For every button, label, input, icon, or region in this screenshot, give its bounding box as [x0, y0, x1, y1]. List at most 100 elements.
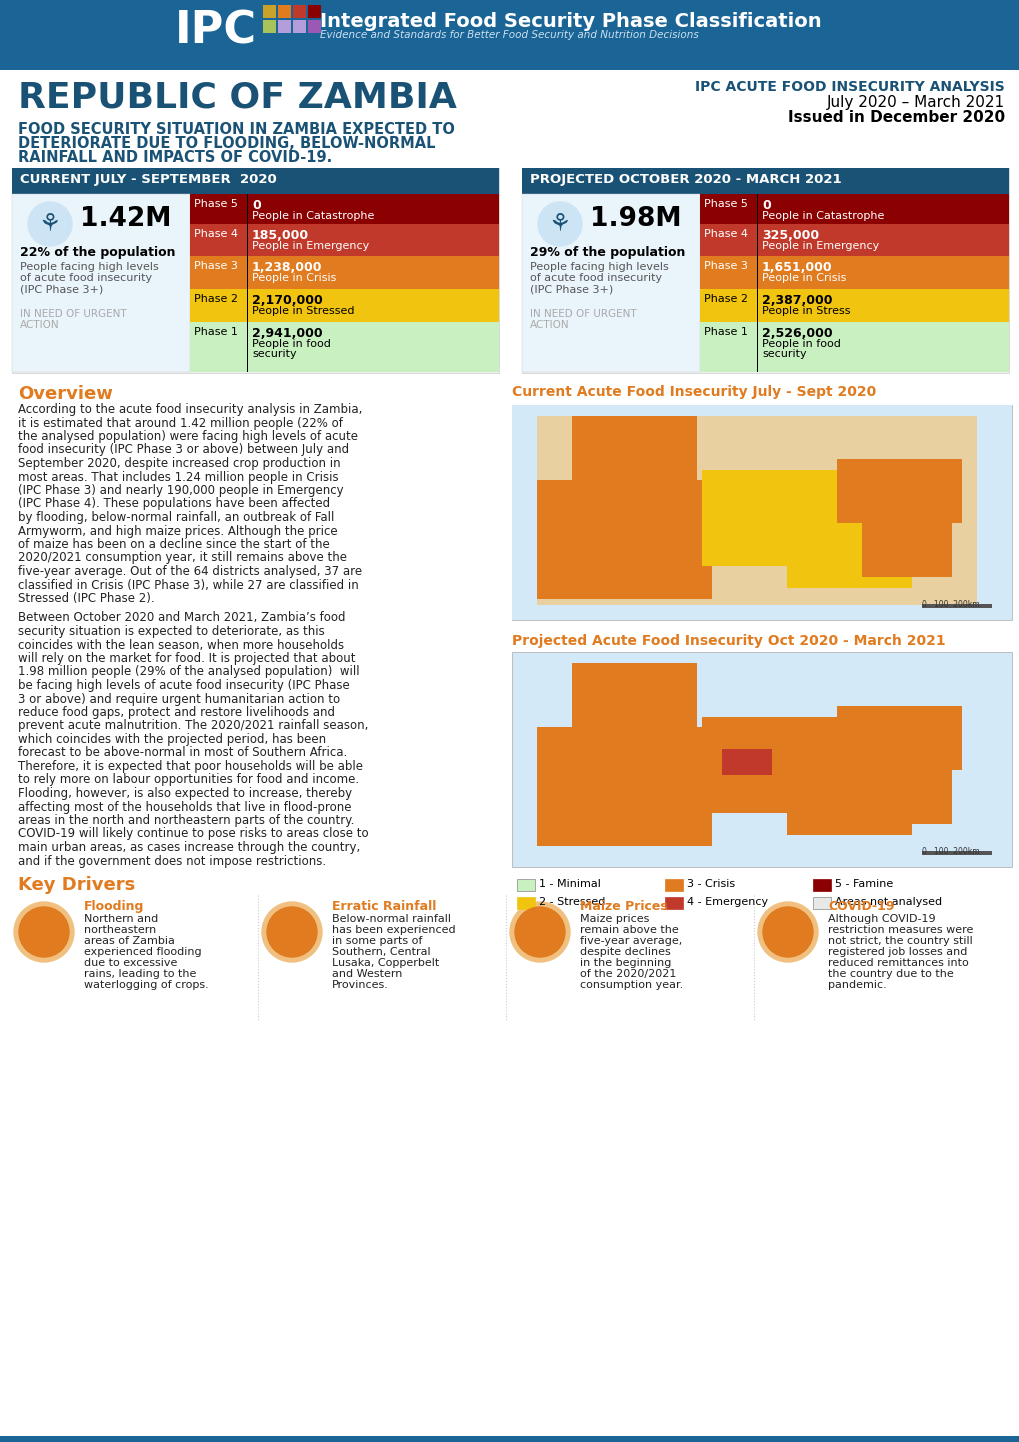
- Bar: [699, 224, 1008, 257]
- Bar: [190, 288, 498, 322]
- Text: 0: 0: [252, 199, 261, 212]
- Bar: [699, 288, 1008, 322]
- Bar: [699, 322, 1008, 372]
- Text: prevent acute malnutrition. The 2020/2021 rainfall season,: prevent acute malnutrition. The 2020/202…: [18, 720, 368, 733]
- Text: rains, leading to the: rains, leading to the: [84, 969, 197, 979]
- Text: 5 - Famine: 5 - Famine: [835, 880, 893, 890]
- Bar: [664, 897, 683, 908]
- Text: 185,000: 185,000: [252, 229, 309, 242]
- Text: classified in Crisis (IPC Phase 3), while 27 are classified in: classified in Crisis (IPC Phase 3), whil…: [18, 578, 359, 591]
- Text: by flooding, below-normal rainfall, an outbreak of Fall: by flooding, below-normal rainfall, an o…: [18, 510, 334, 523]
- Bar: [292, 20, 306, 33]
- Text: July 2020 – March 2021: July 2020 – March 2021: [826, 95, 1004, 110]
- Text: security: security: [761, 349, 806, 359]
- Text: ACTION: ACTION: [530, 320, 569, 330]
- Bar: [721, 748, 771, 774]
- Text: ACTION: ACTION: [20, 320, 59, 330]
- Text: coincides with the lean season, when more households: coincides with the lean season, when mor…: [18, 639, 343, 652]
- Text: Phase 1: Phase 1: [703, 327, 747, 337]
- Text: Erratic Rainfall: Erratic Rainfall: [331, 900, 436, 913]
- Bar: [263, 20, 276, 33]
- Text: 4 - Emergency: 4 - Emergency: [687, 897, 767, 907]
- Text: People in Emergency: People in Emergency: [761, 241, 878, 251]
- Text: restriction measures were: restriction measures were: [827, 924, 972, 934]
- Bar: [522, 169, 1008, 373]
- Text: Phase 2: Phase 2: [703, 294, 747, 304]
- Text: it is estimated that around 1.42 million people (22% of: it is estimated that around 1.42 million…: [18, 417, 342, 430]
- Text: People in Catastrophe: People in Catastrophe: [761, 211, 883, 221]
- Text: DETERIORATE DUE TO FLOODING, BELOW-NORMAL: DETERIORATE DUE TO FLOODING, BELOW-NORMA…: [18, 136, 435, 151]
- Text: Flooding: Flooding: [84, 900, 145, 913]
- Text: pandemic.: pandemic.: [827, 981, 886, 991]
- Bar: [263, 4, 276, 17]
- Bar: [572, 415, 696, 502]
- Text: Stressed (IPC Phase 2).: Stressed (IPC Phase 2).: [18, 593, 155, 606]
- Text: of acute food insecurity: of acute food insecurity: [20, 273, 152, 283]
- Text: of the 2020/2021: of the 2020/2021: [580, 969, 676, 979]
- Text: Phase 1: Phase 1: [194, 327, 237, 337]
- Bar: [787, 760, 911, 835]
- Bar: [536, 480, 711, 598]
- Text: September 2020, despite increased crop production in: September 2020, despite increased crop p…: [18, 457, 340, 470]
- Bar: [536, 727, 711, 845]
- Text: 29% of the population: 29% of the population: [530, 247, 685, 260]
- Circle shape: [537, 202, 582, 247]
- Text: 1.98 million people (29% of the analysed population)  will: 1.98 million people (29% of the analysed…: [18, 666, 360, 679]
- Circle shape: [757, 903, 817, 962]
- Bar: [0, 0, 1019, 71]
- Text: Issued in December 2020: Issued in December 2020: [787, 110, 1004, 125]
- Text: affecting most of the households that live in flood-prone: affecting most of the households that li…: [18, 800, 352, 813]
- Text: Southern, Central: Southern, Central: [331, 947, 430, 957]
- Bar: [522, 169, 1008, 195]
- Text: People in Emergency: People in Emergency: [252, 241, 369, 251]
- Text: security situation is expected to deteriorate, as this: security situation is expected to deteri…: [18, 624, 324, 637]
- Text: Maize prices: Maize prices: [580, 914, 649, 924]
- Bar: [699, 195, 1008, 224]
- Bar: [292, 4, 306, 17]
- Text: in some parts of: in some parts of: [331, 936, 422, 946]
- Text: Key Drivers: Key Drivers: [18, 875, 136, 894]
- Text: 1.42M: 1.42M: [79, 206, 171, 232]
- Text: Phase 5: Phase 5: [703, 199, 747, 209]
- Text: 2,941,000: 2,941,000: [252, 327, 322, 340]
- Text: waterlogging of crops.: waterlogging of crops.: [84, 981, 209, 991]
- Text: areas in the north and northeastern parts of the country.: areas in the north and northeastern part…: [18, 813, 354, 828]
- Text: People in Stress: People in Stress: [761, 306, 850, 316]
- Text: registered job losses and: registered job losses and: [827, 947, 966, 957]
- Circle shape: [262, 903, 322, 962]
- Bar: [0, 1436, 1019, 1442]
- Text: due to excessive: due to excessive: [84, 957, 177, 968]
- Bar: [837, 705, 961, 770]
- Text: 22% of the population: 22% of the population: [20, 247, 175, 260]
- Bar: [837, 459, 961, 523]
- Circle shape: [515, 907, 565, 957]
- Text: Phase 3: Phase 3: [703, 261, 747, 271]
- Bar: [190, 257, 498, 288]
- Text: 2 - Stressed: 2 - Stressed: [538, 897, 605, 907]
- Bar: [861, 523, 951, 577]
- Text: Phase 3: Phase 3: [194, 261, 237, 271]
- Text: According to the acute food insecurity analysis in Zambia,: According to the acute food insecurity a…: [18, 402, 362, 415]
- Text: Overview: Overview: [18, 385, 113, 402]
- Text: People facing high levels: People facing high levels: [530, 262, 668, 273]
- Text: 2020/2021 consumption year, it still remains above the: 2020/2021 consumption year, it still rem…: [18, 551, 346, 564]
- Text: 1.98M: 1.98M: [589, 206, 681, 232]
- Bar: [536, 415, 976, 606]
- Text: 2,387,000: 2,387,000: [761, 294, 832, 307]
- Bar: [308, 4, 321, 17]
- Circle shape: [14, 903, 74, 962]
- Text: 2,170,000: 2,170,000: [252, 294, 322, 307]
- Bar: [278, 20, 290, 33]
- Bar: [512, 405, 1011, 620]
- Text: ⚘: ⚘: [39, 212, 61, 236]
- Text: ⚘: ⚘: [548, 212, 571, 236]
- Text: IN NEED OF URGENT: IN NEED OF URGENT: [20, 309, 126, 319]
- Text: 1,238,000: 1,238,000: [252, 261, 322, 274]
- Text: Phase 2: Phase 2: [194, 294, 237, 304]
- Text: Lusaka, Copperbelt: Lusaka, Copperbelt: [331, 957, 439, 968]
- Text: and if the government does not impose restrictions.: and if the government does not impose re…: [18, 855, 326, 868]
- Text: of maize has been on a decline since the start of the: of maize has been on a decline since the…: [18, 538, 329, 551]
- Text: IPC ACUTE FOOD INSECURITY ANALYSIS: IPC ACUTE FOOD INSECURITY ANALYSIS: [695, 79, 1004, 94]
- Text: remain above the: remain above the: [580, 924, 678, 934]
- Text: forecast to be above-normal in most of Southern Africa.: forecast to be above-normal in most of S…: [18, 747, 346, 760]
